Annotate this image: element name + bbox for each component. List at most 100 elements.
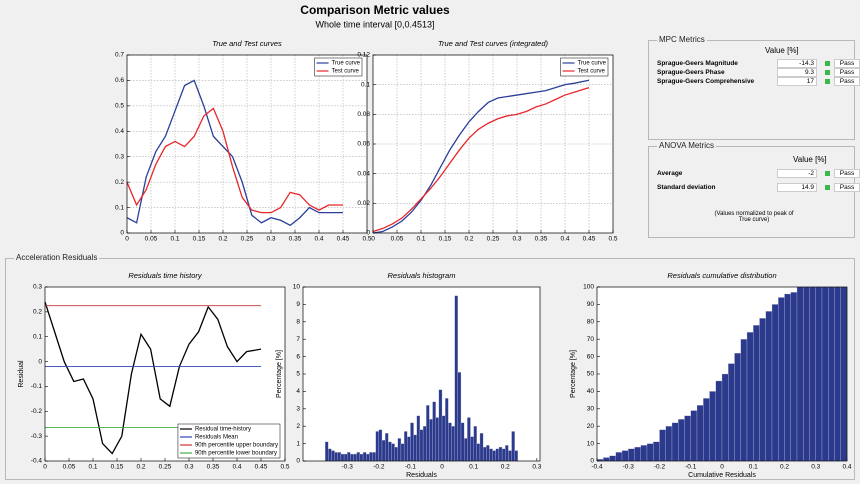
y-tick-label: -0.4 — [31, 458, 43, 465]
x-tick-label: 0.05 — [391, 236, 404, 243]
histogram-bar — [479, 433, 484, 462]
histogram-bar — [359, 453, 364, 462]
x-tick-label: 0 — [720, 464, 724, 471]
histogram-bar — [834, 286, 841, 462]
histogram-bar — [369, 452, 373, 462]
y-tick-label: 0.2 — [33, 309, 42, 316]
legend-label: Test curve — [332, 69, 360, 75]
x-tick-label: 0.25 — [487, 236, 500, 243]
y-tick-label: 100 — [583, 284, 594, 291]
histogram-bar — [353, 453, 357, 462]
data-line — [372, 79, 590, 234]
histogram-bar — [765, 311, 773, 462]
y-tick-label: 0 — [120, 230, 124, 237]
histogram-bar — [728, 363, 735, 462]
panel-title: MPC Metrics — [657, 35, 707, 44]
histogram-bar — [331, 450, 335, 462]
value-header: Value [%] — [765, 46, 799, 55]
histogram-bar — [721, 373, 729, 462]
x-tick-label: 0.2 — [218, 236, 227, 243]
x-tick-label: 0.45 — [337, 236, 350, 243]
y-tick-label: 0.3 — [115, 153, 124, 160]
legend-label: True curve — [578, 61, 607, 67]
histogram-bar — [400, 443, 405, 462]
histogram-bar — [454, 295, 458, 462]
y-tick-label: -0.3 — [31, 433, 43, 440]
histogram-bar — [671, 422, 679, 462]
chart-title: Residuals histogram — [388, 271, 456, 280]
y-axis-label: Percentage [%] — [276, 350, 283, 398]
y-tick-label: 8 — [296, 319, 300, 326]
x-tick-label: 0.5 — [608, 236, 617, 243]
plot-border — [302, 286, 541, 462]
histogram-bar — [482, 446, 487, 462]
x-tick-label: 0.3 — [811, 464, 820, 471]
x-tick-label: 0.15 — [111, 464, 124, 471]
y-axis-label: Percentage [%] — [570, 350, 577, 398]
status-indicator — [825, 79, 830, 84]
histogram-bar — [628, 448, 635, 462]
x-tick-label: 0.25 — [241, 236, 254, 243]
y-tick-label: 40 — [587, 388, 595, 395]
histogram-bar — [407, 436, 411, 462]
y-tick-label: 60 — [587, 353, 595, 360]
histogram-bar — [746, 332, 754, 462]
x-tick-label: -0.2 — [373, 464, 385, 471]
histogram-bar — [476, 443, 481, 462]
histogram-bar — [514, 450, 519, 462]
histogram-bar — [438, 389, 443, 462]
x-tick-label: 0 — [371, 236, 375, 243]
histogram-bar — [467, 417, 471, 462]
histogram-bar — [441, 415, 446, 462]
x-axis-label: Residuals — [406, 472, 437, 479]
x-axis-label: Cumulative Residuals — [688, 472, 756, 479]
y-tick-label: 0.08 — [357, 111, 370, 118]
y-tick-label: 0 — [296, 458, 300, 465]
x-tick-label: 0.4 — [314, 236, 323, 243]
histogram-bar — [429, 419, 433, 462]
metric-label: Average — [657, 170, 683, 177]
chart-title: Residuals cumulative distribution — [667, 271, 776, 280]
chart-title: True and Test curves (integrated) — [438, 39, 549, 48]
panel-title: Acceleration Residuals — [14, 253, 100, 262]
x-tick-label: 0.25 — [159, 464, 172, 471]
histogram-bar — [445, 398, 449, 462]
histogram-bar — [334, 452, 338, 462]
histogram-bar — [489, 448, 493, 462]
x-tick-label: -0.3 — [342, 464, 354, 471]
value-header: Value [%] — [793, 155, 827, 164]
histogram-bar — [778, 297, 785, 462]
metric-label: Sprague-Geers Phase — [657, 69, 725, 76]
histogram-bar — [690, 410, 698, 462]
histogram-bar — [381, 439, 386, 462]
histogram-bar — [451, 426, 455, 462]
histogram-bar — [486, 445, 490, 462]
metric-value: 9.3 — [777, 68, 817, 77]
y-tick-label: 30 — [587, 406, 595, 413]
x-tick-label: 0.4 — [560, 236, 569, 243]
x-tick-label: 0.05 — [63, 464, 76, 471]
histogram-bar — [796, 286, 804, 462]
x-tick-label: 0.1 — [170, 236, 179, 243]
metric-label: Standard deviation — [657, 184, 716, 191]
legend-label: True curve — [332, 61, 361, 67]
histogram-bar — [394, 446, 398, 462]
x-tick-label: -0.1 — [405, 464, 417, 471]
histogram-bar — [653, 441, 660, 462]
x-tick-label: 0.35 — [535, 236, 548, 243]
histogram-bar — [809, 286, 816, 462]
histogram-bar — [432, 401, 436, 462]
y-tick-label: 6 — [296, 353, 300, 360]
histogram-bar — [815, 286, 823, 462]
histogram-bar — [416, 415, 421, 462]
histogram-bar — [821, 286, 829, 462]
histogram-bar — [464, 438, 468, 462]
y-tick-label: 0.2 — [115, 179, 124, 186]
data-line — [126, 107, 343, 214]
y-tick-label: 90 — [587, 301, 595, 308]
x-tick-label: -0.3 — [623, 464, 635, 471]
x-tick-label: 0 — [125, 236, 129, 243]
y-tick-label: 0.1 — [33, 333, 42, 340]
y-tick-label: 0.12 — [357, 52, 370, 59]
